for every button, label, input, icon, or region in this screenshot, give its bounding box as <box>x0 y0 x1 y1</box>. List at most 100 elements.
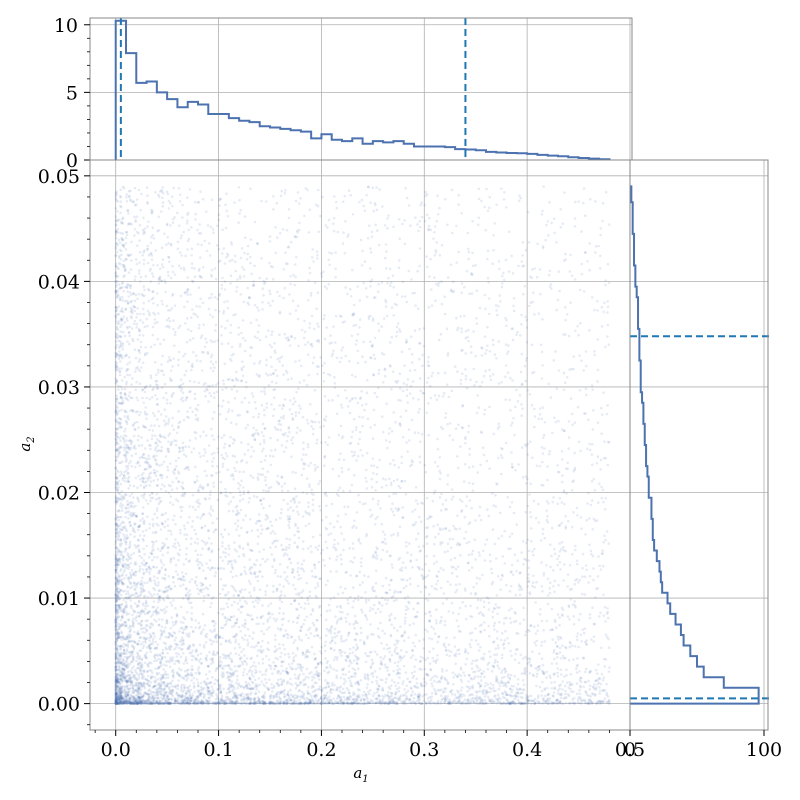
scatter-point <box>221 276 224 280</box>
scatter-point <box>388 554 392 558</box>
scatter-point <box>411 649 414 652</box>
scatter-point <box>227 598 230 601</box>
scatter-point <box>554 626 558 629</box>
scatter-point <box>392 533 395 536</box>
scatter-point <box>157 193 160 197</box>
scatter-point <box>224 547 227 551</box>
scatter-point <box>264 678 267 681</box>
scatter-point <box>226 215 230 218</box>
scatter-point <box>234 696 237 699</box>
scatter-point <box>375 554 379 557</box>
scatter-point <box>385 484 388 487</box>
scatter-point <box>117 449 120 452</box>
scatter-point <box>398 259 401 262</box>
scatter-point <box>320 690 324 693</box>
scatter-point <box>400 480 404 483</box>
scatter-point <box>141 641 145 644</box>
scatter-point <box>307 511 311 515</box>
scatter-point <box>327 258 331 262</box>
scatter-point <box>485 348 488 352</box>
scatter-point <box>185 547 188 550</box>
scatter-point <box>528 629 531 633</box>
scatter-point <box>137 461 140 465</box>
scatter-point <box>241 336 245 340</box>
scatter-point <box>149 280 153 283</box>
scatter-point <box>541 318 544 321</box>
scatter-point <box>160 656 164 660</box>
scatter-point <box>148 457 151 460</box>
scatter-point <box>331 702 335 705</box>
scatter-point <box>302 679 305 682</box>
scatter-point <box>174 522 177 526</box>
scatter-point <box>591 463 594 467</box>
scatter-point <box>509 547 512 550</box>
scatter-point <box>549 565 552 569</box>
scatter-point <box>278 598 282 601</box>
scatter-point <box>222 382 225 386</box>
scatter-point <box>121 399 124 403</box>
scatter-point <box>300 562 304 566</box>
scatter-point <box>572 623 576 626</box>
scatter-point <box>424 190 427 194</box>
scatter-point <box>190 606 193 609</box>
scatter-point <box>197 269 201 272</box>
scatter-point <box>133 278 137 282</box>
scatter-point <box>306 685 310 689</box>
scatter-point <box>294 681 298 685</box>
scatter-point <box>119 674 122 677</box>
scatter-point <box>384 243 388 246</box>
scatter-point <box>336 542 340 545</box>
scatter-point <box>166 518 170 521</box>
scatter-point <box>325 326 328 329</box>
scatter-point <box>474 639 478 642</box>
scatter-point <box>195 658 199 661</box>
scatter-point <box>599 227 603 230</box>
scatter-point <box>346 505 350 509</box>
scatter-point <box>277 481 280 485</box>
scatter-point <box>520 323 523 326</box>
scatter-point <box>141 506 145 509</box>
scatter-point <box>124 465 128 468</box>
scatter-point <box>119 385 122 388</box>
scatter-point <box>144 275 148 278</box>
scatter-point <box>364 402 368 406</box>
scatter-point <box>500 671 503 675</box>
scatter-point <box>119 195 123 199</box>
scatter-point <box>315 442 319 445</box>
scatter-point <box>152 468 156 472</box>
scatter-point <box>432 679 436 683</box>
scatter-point <box>181 203 184 207</box>
scatter-point <box>412 622 415 625</box>
scatter-point <box>348 411 352 415</box>
scatter-point <box>163 686 166 690</box>
scatter-point <box>568 618 571 621</box>
scatter-point <box>127 487 130 490</box>
scatter-point <box>460 349 463 352</box>
scatter-point <box>308 266 311 270</box>
scatter-point <box>464 352 468 355</box>
scatter-point <box>255 654 259 658</box>
scatter-point <box>542 699 546 703</box>
scatter-point <box>540 417 544 421</box>
scatter-point <box>194 508 197 512</box>
scatter-point <box>182 621 185 624</box>
scatter-point <box>124 540 128 544</box>
scatter-point <box>136 652 140 656</box>
scatter-point <box>467 680 470 683</box>
scatter-point <box>340 466 344 470</box>
scatter-point <box>146 244 149 248</box>
scatter-point <box>121 356 124 360</box>
scatter-point <box>289 561 293 565</box>
scatter-point <box>411 690 415 694</box>
scatter-point <box>401 682 405 686</box>
scatter-point <box>547 382 550 386</box>
scatter-point <box>359 396 363 400</box>
scatter-point <box>377 368 381 372</box>
scatter-point <box>398 686 401 689</box>
scatter-point <box>202 569 205 572</box>
scatter-point <box>447 395 451 399</box>
scatter-point <box>394 507 398 510</box>
scatter-point <box>136 338 140 341</box>
scatter-point <box>440 615 443 619</box>
scatter-point <box>146 194 149 197</box>
